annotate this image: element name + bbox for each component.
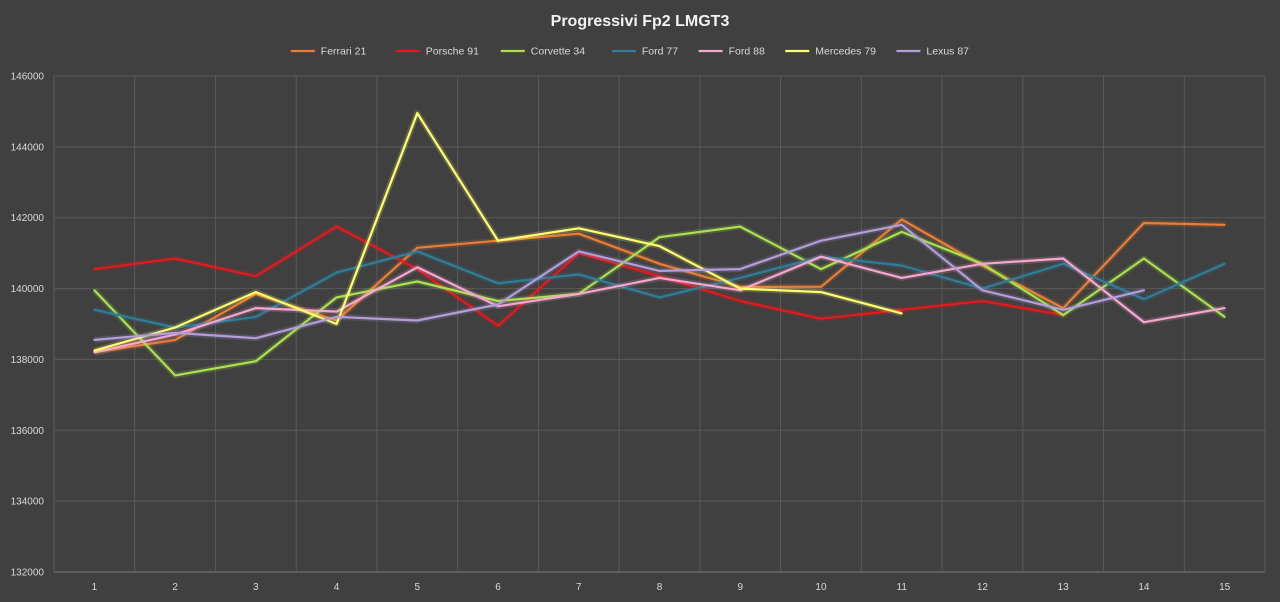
legend-label: Ford 77 [642,46,678,58]
x-tick-label: 14 [1138,582,1150,593]
y-tick-label: 136000 [11,426,45,437]
series-line [93,255,1226,354]
x-tick-label: 12 [977,582,989,593]
x-tick-label: 4 [334,582,340,593]
series-lines [92,110,1227,379]
series-line [93,112,903,352]
x-axis-tick-labels: 1 2 3 4 5 6 7 8 9 10 11 12 13 14 15 [92,582,1231,593]
legend-item: Porsche 91 [395,46,479,58]
x-tick-label: 9 [737,582,743,593]
legend: Ferrari 21 Porsche 91 Corvette 34 Ford 77 Fo… [290,46,969,58]
series-line [93,223,1146,341]
y-tick-label: 132000 [11,568,45,579]
legend-label: Ford 88 [729,46,765,58]
legend-label: Porsche 91 [426,46,479,58]
series-line [93,225,1226,377]
y-tick-label: 146000 [11,72,45,83]
x-tick-label: 13 [1058,582,1070,593]
legend-item: Ford 88 [698,46,765,58]
legend-label: Ferrari 21 [321,46,367,58]
chart-title: Progressivi Fp2 LMGT3 [551,13,730,30]
x-tick-label: 8 [657,582,663,593]
x-tick-label: 3 [253,582,259,593]
x-tick-label: 6 [495,582,501,593]
legend-item: Ford 77 [611,46,678,58]
y-tick-label: 140000 [11,284,45,295]
gridlines [53,75,1266,573]
x-tick-label: 7 [576,582,582,593]
y-tick-label: 134000 [11,497,45,508]
legend-label: Lexus 87 [926,46,969,58]
series-line [93,225,1065,327]
y-axis-tick-labels: 132000 134000 136000 138000 140000 142000 1440… [11,72,45,579]
legend-item: Mercedes 79 [785,46,876,58]
x-tick-label: 15 [1219,582,1231,593]
x-tick-label: 10 [815,582,827,593]
legend-item: Lexus 87 [896,46,969,58]
y-tick-label: 144000 [11,142,45,153]
legend-item: Corvette 34 [500,46,585,58]
x-tick-label: 5 [415,582,421,593]
legend-label: Mercedes 79 [815,46,876,58]
x-tick-label: 2 [172,582,178,593]
y-tick-label: 138000 [11,355,45,366]
y-tick-label: 142000 [11,213,45,224]
legend-item: Ferrari 21 [290,46,367,58]
x-tick-label: 1 [92,582,98,593]
x-tick-label: 11 [897,582,908,593]
legend-label: Corvette 34 [531,46,585,58]
